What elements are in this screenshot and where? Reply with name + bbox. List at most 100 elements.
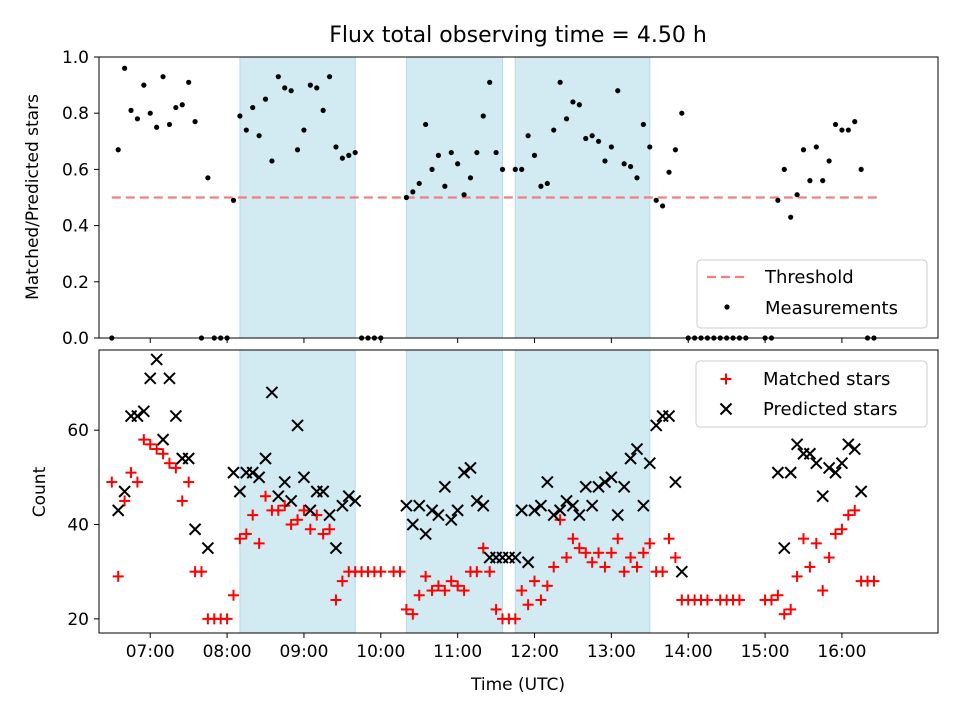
matched-star-point: [644, 537, 656, 549]
predicted-star-point: [784, 466, 797, 479]
matched-star-point: [541, 580, 553, 592]
matched-star-point: [586, 556, 598, 568]
predicted-star-point: [649, 419, 663, 432]
x-tick-label: 08:00: [203, 642, 252, 662]
measurement-point: [794, 192, 800, 198]
matched-star-point: [625, 552, 637, 564]
measurement-point: [525, 133, 531, 139]
matched-star-point: [144, 438, 156, 450]
predicted-star-point: [233, 485, 247, 498]
legend-predicted-swatch: [719, 402, 733, 416]
measurement-point: [640, 121, 646, 128]
matched-star-point: [311, 509, 323, 521]
matched-star-point: [548, 561, 560, 573]
predicted-star-point: [662, 409, 676, 423]
matched-star-point: [227, 589, 239, 601]
predicted-star-point: [470, 494, 484, 508]
matched-star-point: [471, 566, 483, 578]
predicted-star-point: [509, 551, 522, 564]
legend-predicted-marker: [719, 402, 733, 416]
predicted-star-point: [477, 499, 490, 512]
matched-star-point: [304, 523, 316, 535]
top-y-axis-label: Matched/Predicted stars: [23, 94, 43, 300]
predicted-star-point: [560, 494, 573, 508]
measurement-point: [538, 183, 544, 189]
measurement-point: [275, 74, 281, 80]
matched-star-point: [432, 580, 444, 592]
measurement-point: [326, 74, 333, 80]
matched-star-point: [292, 514, 304, 526]
bottom-points: [106, 353, 880, 625]
matched-star-point: [599, 561, 611, 573]
measurement-point: [800, 147, 807, 153]
matched-star-point: [240, 528, 252, 540]
predicted-star-point: [150, 353, 163, 366]
predicted-star-point: [316, 485, 330, 498]
legend-predicted-label: Predicted stars: [763, 399, 897, 420]
measurement-point: [294, 147, 301, 153]
predicted-star-point: [605, 471, 618, 484]
predicted-star-point: [528, 504, 541, 517]
matched-star-point: [567, 533, 579, 545]
predicted-star-point: [848, 442, 861, 456]
measurements-points: [109, 65, 877, 341]
measurement-point: [416, 180, 422, 187]
measurement-point: [666, 169, 672, 175]
predicted-star-point: [464, 461, 477, 475]
matched-star-point: [669, 552, 681, 564]
predicted-star-point: [131, 409, 144, 423]
matched-star-point: [336, 575, 348, 587]
predicted-star-point: [182, 452, 195, 465]
measurement-point: [461, 192, 467, 198]
predicted-star-point: [611, 508, 624, 522]
measurement-point: [467, 175, 474, 181]
x-tick-label: 16:00: [817, 642, 866, 662]
predicted-star-point: [278, 475, 291, 489]
predicted-star-point: [112, 504, 125, 517]
legend-threshold-label: Threshold: [764, 267, 854, 288]
top-y-tick-label: 0.4: [62, 217, 89, 237]
measurement-point: [499, 166, 506, 172]
matched-star-point: [580, 547, 592, 559]
x-tick-label: 09:00: [279, 642, 328, 662]
predicted-star-point: [835, 456, 849, 470]
legend-matched-label: Matched stars: [763, 369, 890, 390]
predicted-star-point: [259, 452, 272, 465]
bottom-y-tick-label: 60: [67, 421, 89, 441]
matched-star-point: [733, 594, 745, 606]
predicted-star-point: [579, 480, 592, 493]
measurement-point: [230, 197, 237, 203]
x-tick-label: 07:00: [126, 642, 175, 662]
measurement-point: [493, 149, 499, 156]
predicted-star-point: [419, 527, 432, 541]
measurement-point: [531, 152, 538, 158]
matched-star-point: [798, 533, 810, 545]
measurement-point: [455, 161, 461, 167]
matched-star-point: [452, 580, 464, 592]
matched-star-point: [830, 528, 842, 540]
measurement-point: [307, 82, 313, 88]
measurement-point: [339, 155, 345, 161]
measurement-point: [134, 116, 141, 122]
predicted-star-point: [829, 466, 842, 479]
measurement-point: [583, 135, 589, 142]
measurement-point: [429, 166, 435, 172]
predicted-star-point: [771, 466, 785, 479]
matched-star-point: [477, 542, 489, 554]
matched-star-point: [842, 509, 854, 521]
top-legend: Threshold Measurements: [696, 259, 928, 329]
measurement-point: [647, 144, 653, 150]
top-y-tick-label: 1.0: [62, 48, 89, 68]
predicted-star-point: [778, 541, 791, 555]
predicted-star-point: [342, 490, 355, 503]
matched-star-point: [663, 533, 675, 545]
measurement-point: [301, 127, 307, 133]
measurement-point: [781, 166, 787, 172]
matched-star-point: [772, 589, 784, 601]
measurement-point: [660, 203, 666, 209]
bottom-panel: 07:00 08:00 09:00 10:00 11:00 12:00 13:00 14:00…: [30, 349, 939, 695]
measurement-point: [615, 88, 621, 94]
predicted-star-point: [585, 499, 599, 512]
measurement-point: [256, 133, 262, 139]
matched-star-point: [785, 603, 797, 615]
